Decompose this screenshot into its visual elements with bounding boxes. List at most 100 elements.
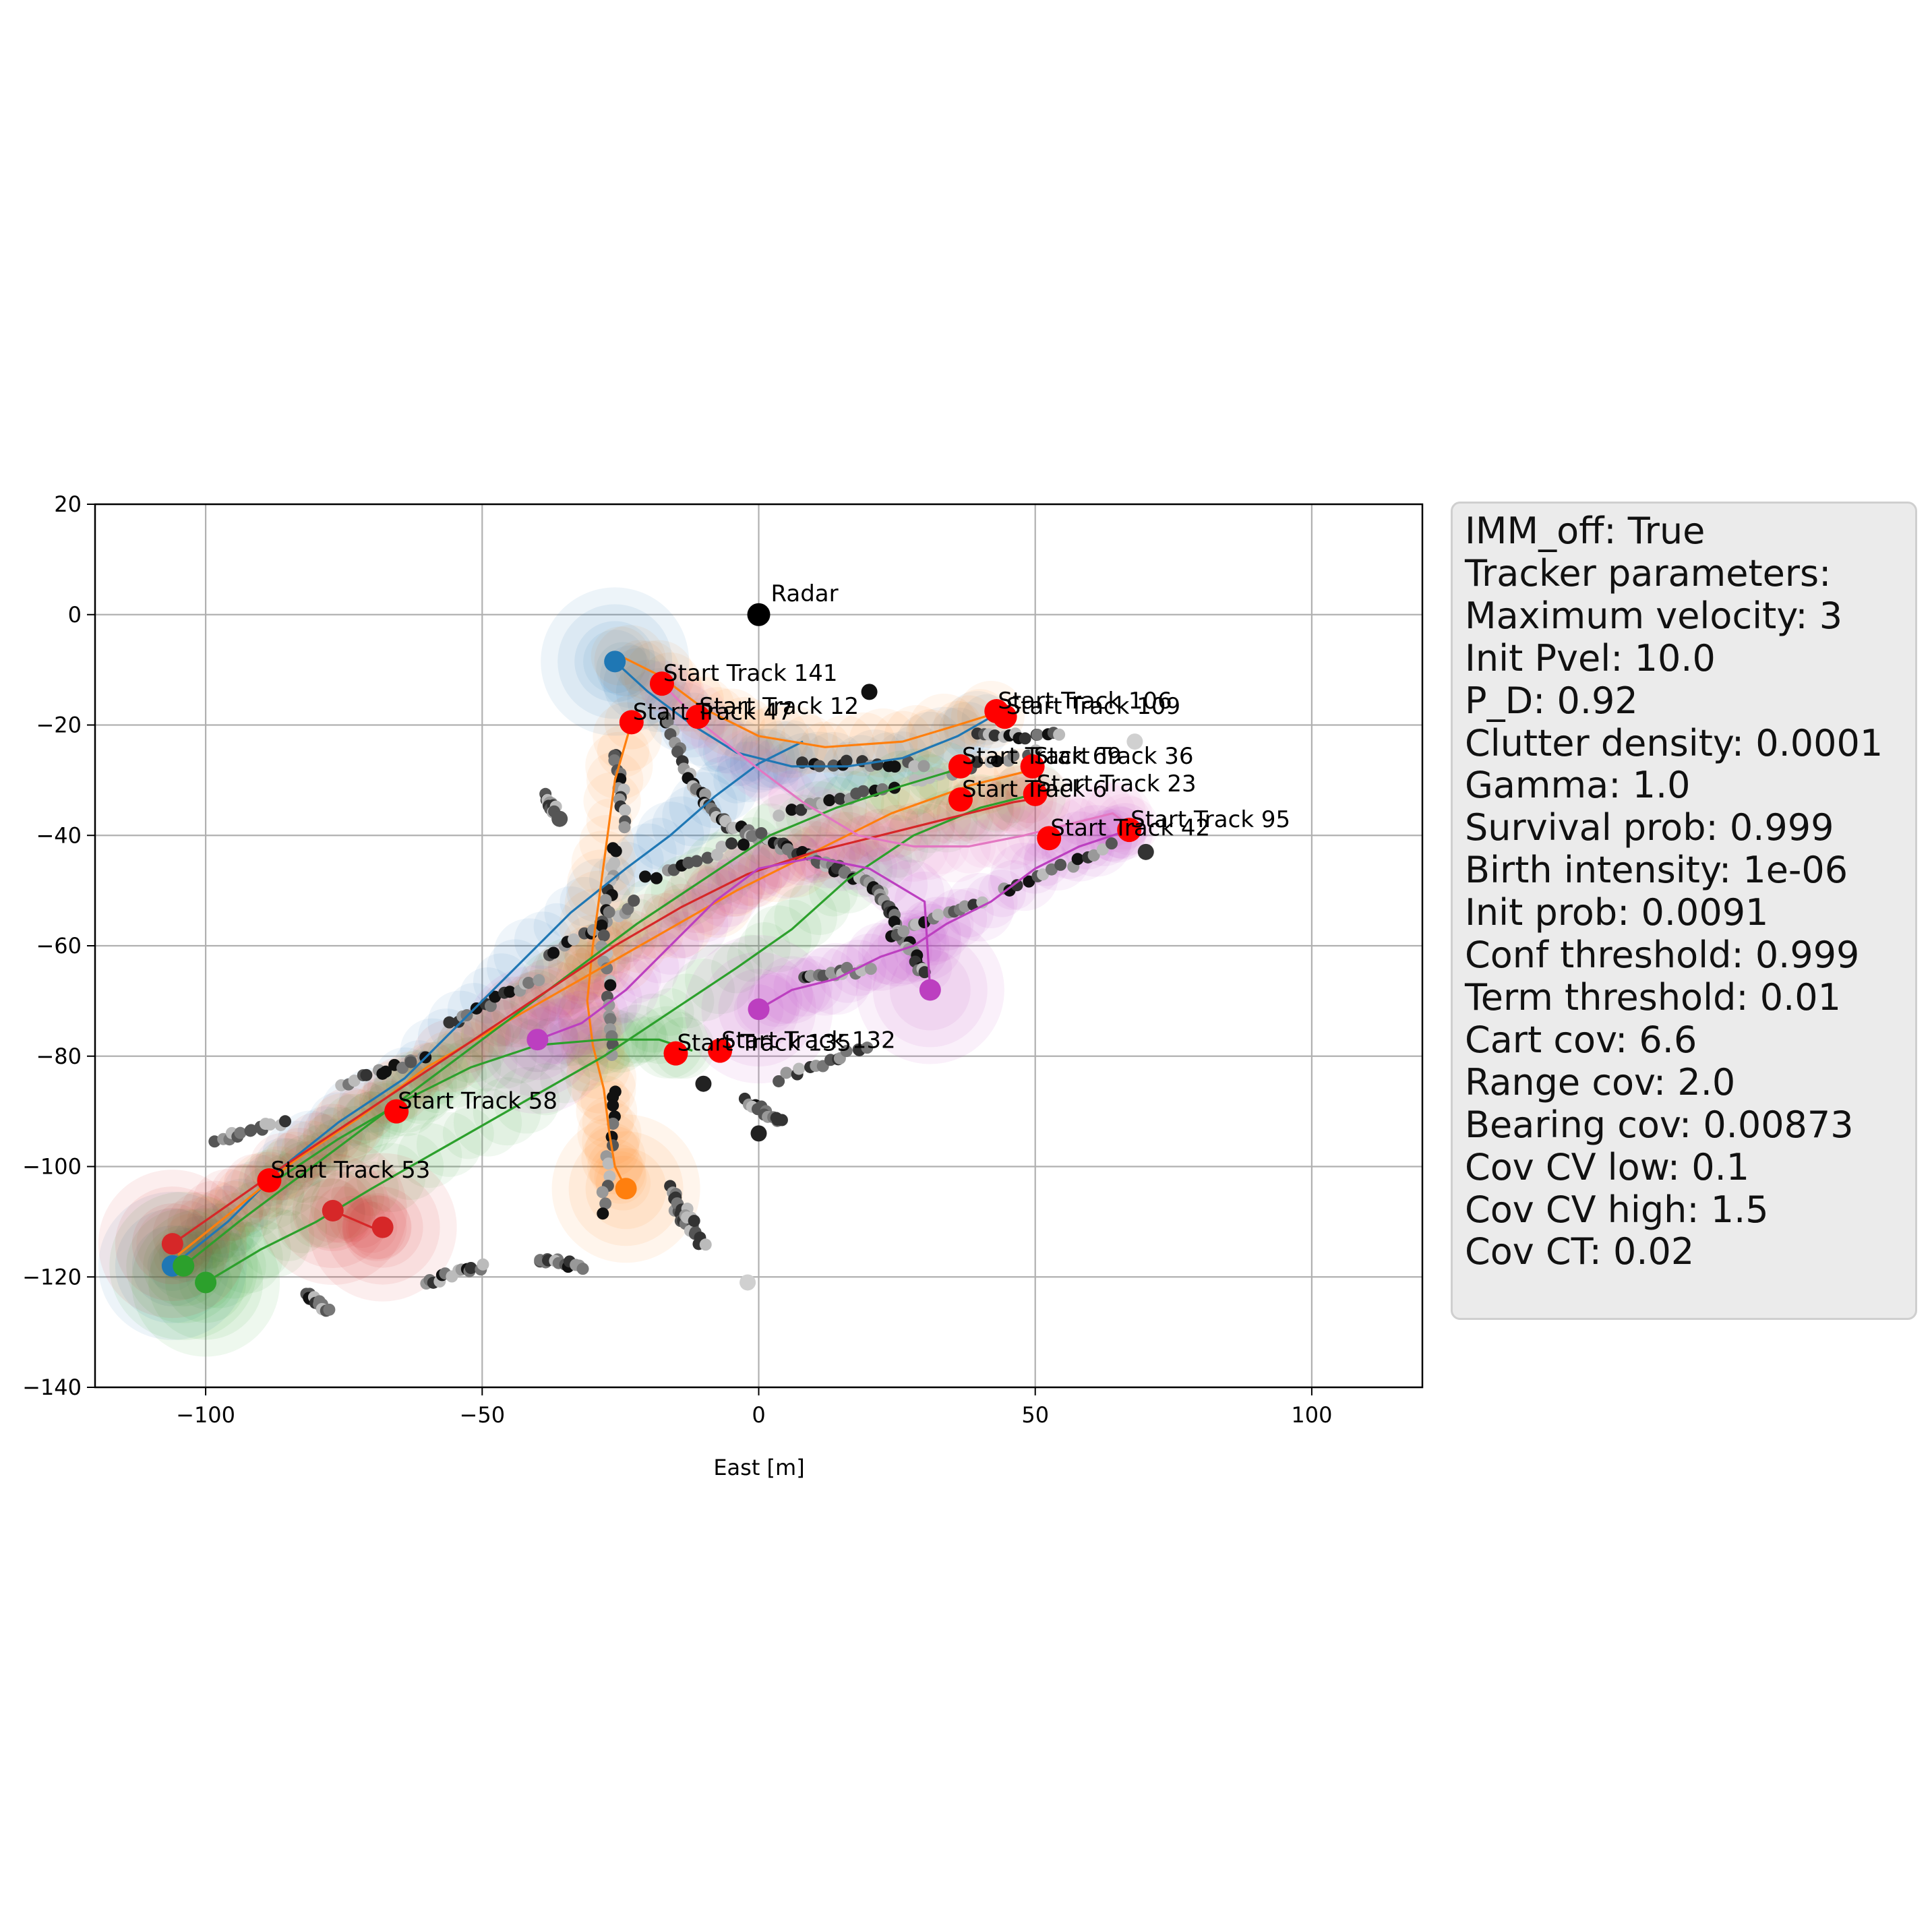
parameter-line: Survival prob: 0.999 <box>1465 806 1834 849</box>
measurement-point <box>1096 843 1109 856</box>
measurement-point <box>861 684 878 700</box>
measurement-point <box>551 810 568 827</box>
x-tick-label: −100 <box>176 1402 235 1428</box>
track-start-label: Start Track 12 <box>699 693 859 720</box>
track-end-marker <box>604 651 626 673</box>
y-tick-label: 20 <box>54 491 82 517</box>
track-start-marker <box>686 704 711 729</box>
measurement-point <box>773 1075 785 1087</box>
tracker-parameters-box: IMM_off: True Tracker parameters: Maximum … <box>1451 502 1917 1320</box>
measurement-point <box>695 1075 712 1092</box>
measurement-point <box>785 804 798 816</box>
measurement-point <box>780 1066 793 1079</box>
measurement-point <box>840 1045 853 1058</box>
measurement-point <box>360 1068 373 1081</box>
measurement-point <box>489 990 502 1003</box>
measurement-point <box>739 1274 756 1291</box>
measurement-point <box>988 729 1001 742</box>
track-start-label: Start Track 95 <box>1130 806 1290 833</box>
measurement-point <box>477 1258 489 1271</box>
measurement-point <box>908 760 921 773</box>
x-tick-label: −50 <box>460 1402 506 1428</box>
measurement-point <box>522 976 535 989</box>
measurement-point <box>547 946 560 959</box>
parameter-line: Conf threshold: 0.999 <box>1465 934 1860 977</box>
track-start-marker <box>708 1038 733 1063</box>
x-axis-title: East [m] <box>713 1455 804 1480</box>
measurement-point <box>618 821 631 834</box>
measurement-point <box>773 809 785 822</box>
x-tick-label: 100 <box>1291 1402 1332 1428</box>
track-end-marker <box>748 998 770 1021</box>
measurement-point <box>443 1016 456 1029</box>
track-start-marker <box>948 787 973 812</box>
measurement-point <box>918 966 931 979</box>
measurement-point <box>793 1062 806 1075</box>
track-start-label: Start Track 69 <box>962 743 1122 770</box>
measurement-point <box>775 1114 788 1126</box>
measurement-point <box>609 845 622 857</box>
track-end-marker <box>161 1233 183 1255</box>
measurement-point <box>604 979 617 992</box>
measurement-point <box>1029 744 1042 757</box>
y-tick-label: −120 <box>22 1264 82 1290</box>
measurement-point <box>533 974 545 987</box>
track-start-marker <box>1037 826 1062 851</box>
measurement-point <box>596 1186 609 1199</box>
measurement-point <box>464 1261 477 1274</box>
measurement-point <box>607 1139 620 1152</box>
parameter-line: Init Pvel: 10.0 <box>1465 636 1716 680</box>
measurement-point <box>484 1000 497 1013</box>
measurement-point <box>1137 843 1154 860</box>
measurement-point <box>599 894 612 907</box>
measurement-point <box>1054 858 1067 871</box>
parameter-line: Cov CV low: 0.1 <box>1465 1145 1750 1188</box>
track-start-marker <box>649 671 674 696</box>
parameter-line: Init prob: 0.0091 <box>1465 891 1769 934</box>
measurement-point <box>1126 733 1143 750</box>
track-line <box>663 686 1136 848</box>
measurement-point <box>607 1099 620 1112</box>
track-line <box>171 795 1047 1245</box>
track-start-label: Start Track 36 <box>1034 743 1194 770</box>
track-line <box>537 856 932 1041</box>
parameter-line: Gamma: 1.0 <box>1465 764 1691 807</box>
track-start-label: Start Track 23 <box>1037 771 1197 797</box>
measurement-point <box>918 916 931 929</box>
track-start-marker <box>992 704 1017 729</box>
parameter-line: Range cov: 2.0 <box>1465 1060 1736 1104</box>
measurement-point <box>671 746 684 758</box>
parameter-line: Maximum velocity: 3 <box>1465 594 1843 637</box>
measurement-point <box>746 830 758 843</box>
track-start-marker <box>948 754 973 779</box>
measurement-point <box>661 715 674 728</box>
measurement-point <box>715 841 728 853</box>
y-tick-label: −60 <box>36 933 82 959</box>
measurement-point <box>597 1207 609 1220</box>
track-line <box>758 828 1130 1010</box>
measurement-point <box>917 760 930 773</box>
track-start-marker <box>1117 818 1142 843</box>
measurement-point <box>1019 732 1031 745</box>
x-tick-label: 50 <box>1021 1402 1049 1428</box>
track-start-marker <box>663 1041 688 1066</box>
radar-marker <box>747 603 771 626</box>
track-end-marker <box>526 1029 549 1051</box>
measurement-point <box>1105 837 1118 850</box>
radar-label: Radar <box>771 580 839 607</box>
measurement-point <box>650 872 663 884</box>
parameter-line: Term threshold: 0.01 <box>1465 975 1841 1019</box>
measurement-point <box>750 1125 767 1142</box>
parameter-line: Clutter density: 0.0001 <box>1465 721 1883 764</box>
measurement-point <box>470 1002 483 1015</box>
measurement-point <box>823 794 836 807</box>
measurement-point <box>264 1118 276 1131</box>
measurement-point <box>737 838 750 851</box>
track-line <box>614 661 998 768</box>
track-start-label: Start Track 135 <box>677 1030 851 1057</box>
track-start-label: Start Track 53 <box>270 1157 430 1184</box>
parameter-line: Cart cov: 6.6 <box>1465 1018 1697 1061</box>
measurement-point <box>1007 749 1020 762</box>
measurement-point <box>576 1263 589 1275</box>
